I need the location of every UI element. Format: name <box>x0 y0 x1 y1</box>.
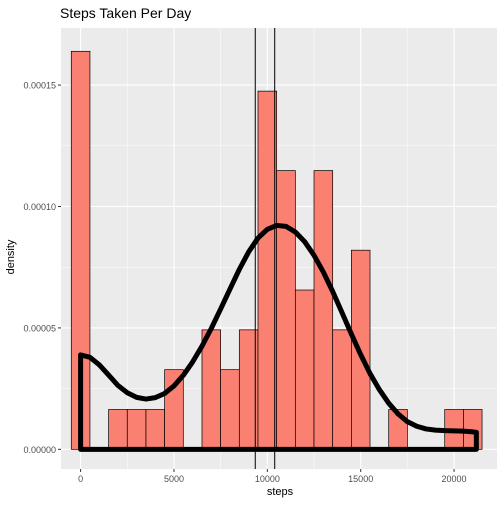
x-tick-label: 0 <box>78 474 83 484</box>
x-tick-label: 5000 <box>164 474 184 484</box>
x-tick-label: 20000 <box>442 474 467 484</box>
vertical-reference-lines <box>254 28 276 469</box>
density-curve-group <box>78 222 479 452</box>
histogram-bar <box>201 329 221 450</box>
histogram-bar <box>313 170 334 450</box>
histogram-bar <box>108 409 128 450</box>
x-tick-label: 15000 <box>348 474 373 484</box>
y-axis-label: density <box>5 239 17 274</box>
x-axis: 0 5000 10000 15000 20000 <box>78 469 467 484</box>
x-tick-label: 10000 <box>255 474 280 484</box>
chart-title: Steps Taken Per Day <box>60 5 191 21</box>
y-axis: 0.00000 0.00005 0.00010 0.00015 <box>23 81 61 455</box>
histogram-bars <box>70 50 483 450</box>
histogram-bar <box>126 409 147 450</box>
histogram-bar <box>332 329 352 450</box>
histogram-bar <box>220 369 240 450</box>
x-axis-label: steps <box>267 486 294 498</box>
y-tick-label: 0.00015 <box>23 81 56 91</box>
y-tick-label: 0.00000 <box>23 445 56 455</box>
histogram-bar <box>276 170 296 450</box>
histogram-bar <box>145 409 165 450</box>
y-tick-label: 0.00010 <box>23 202 56 212</box>
histogram-bar <box>257 90 278 450</box>
density-curve-line <box>78 222 479 452</box>
histogram-bar <box>294 289 315 450</box>
y-tick-label: 0.00005 <box>23 323 56 333</box>
